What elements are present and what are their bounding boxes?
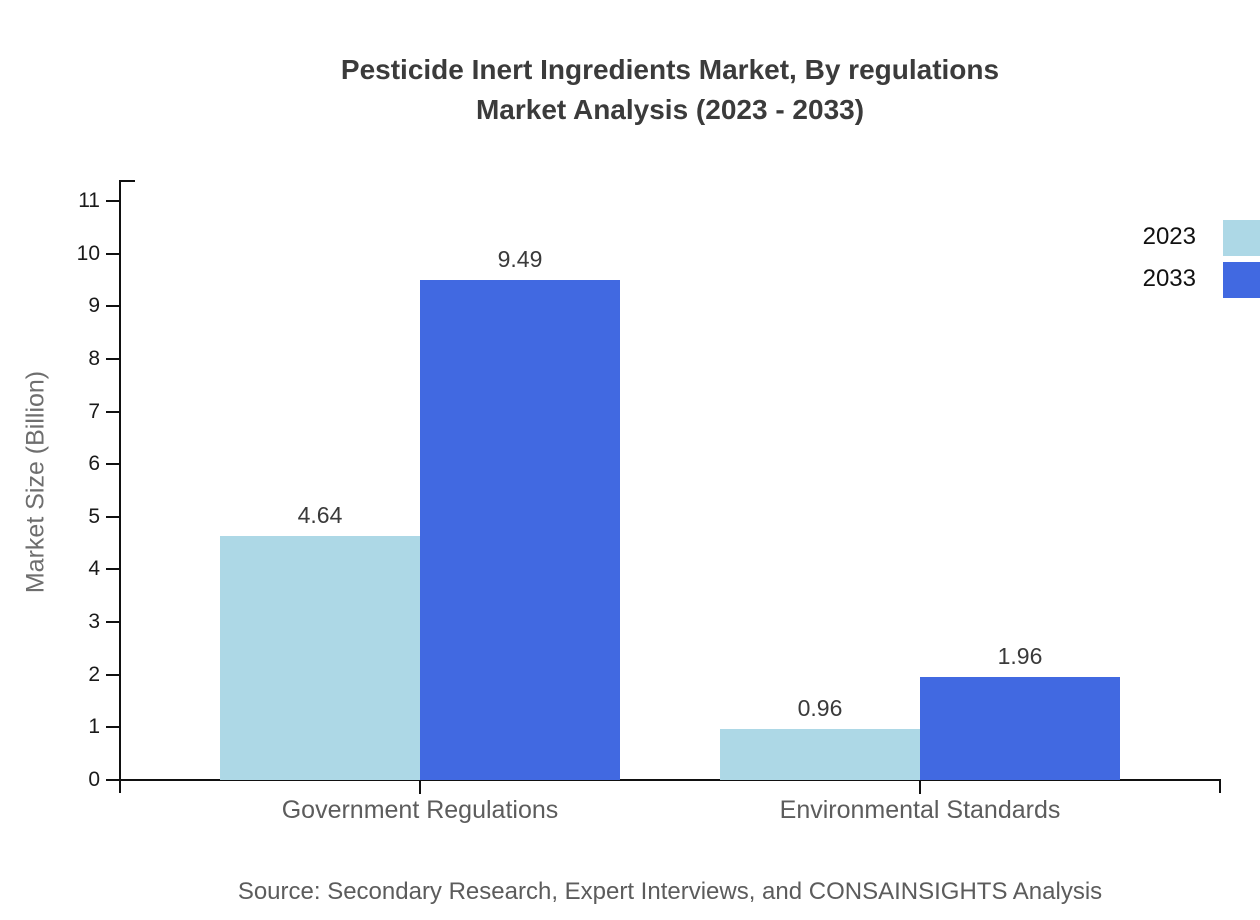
y-tick — [106, 673, 120, 676]
bar-value-label: 4.64 — [297, 502, 343, 528]
y-tick — [106, 357, 120, 360]
source-note: Source: Secondary Research, Expert Inter… — [237, 878, 1103, 905]
y-tick-label: 8 — [88, 346, 100, 370]
y-tick — [106, 410, 120, 413]
chart-title: Pesticide Inert Ingredients Market, By r… — [90, 50, 1250, 130]
bar-value-label: 1.96 — [997, 643, 1043, 669]
x-axis-end-cap — [1219, 779, 1221, 793]
chart-title-line2: Market Analysis (2023 - 2033) — [475, 94, 865, 125]
y-tick-label: 3 — [88, 610, 100, 634]
y-tick — [106, 463, 120, 466]
y-tick — [106, 515, 120, 518]
legend-label: 2023 — [1142, 223, 1196, 250]
y-tick — [106, 779, 120, 781]
y-tick-label: 1 — [88, 715, 100, 739]
x-tick — [919, 780, 921, 794]
x-tick — [419, 780, 421, 794]
y-tick-label: 9 — [88, 294, 100, 318]
chart-title-line1: Pesticide Inert Ingredients Market, By r… — [340, 54, 1000, 85]
bar-2033-environmental-standards — [920, 677, 1120, 780]
y-tick-label: 5 — [88, 504, 100, 528]
y-axis-line — [119, 180, 121, 793]
y-tick-label: 6 — [88, 452, 100, 476]
y-tick — [106, 568, 120, 571]
y-tick — [106, 200, 120, 202]
bar-2023-environmental-standards — [720, 729, 920, 780]
y-tick — [106, 726, 120, 729]
legend-swatch-2033 — [1223, 262, 1260, 298]
y-tick-label: 0 — [88, 768, 100, 791]
bar-value-label: 9.49 — [497, 246, 543, 272]
category-label: Government Regulations — [281, 796, 559, 824]
category-label: Environmental Standards — [779, 796, 1061, 824]
x-axis-line — [106, 779, 1221, 781]
y-tick-label: 10 — [76, 241, 100, 265]
y-axis-top-cap — [119, 180, 135, 182]
legend-swatch-2023 — [1223, 220, 1260, 256]
bar-value-label: 0.96 — [797, 695, 843, 721]
y-tick — [106, 621, 120, 624]
bar-2023-government-regulations — [220, 536, 420, 780]
legend-label: 2033 — [1142, 265, 1196, 292]
bar-2033-government-regulations — [420, 280, 620, 780]
y-tick-label: 4 — [88, 557, 100, 581]
y-tick — [106, 305, 120, 308]
y-tick — [106, 252, 120, 255]
y-tick-label: 11 — [78, 189, 100, 212]
y-tick-label: 7 — [88, 399, 100, 423]
y-tick-label: 2 — [88, 662, 100, 686]
